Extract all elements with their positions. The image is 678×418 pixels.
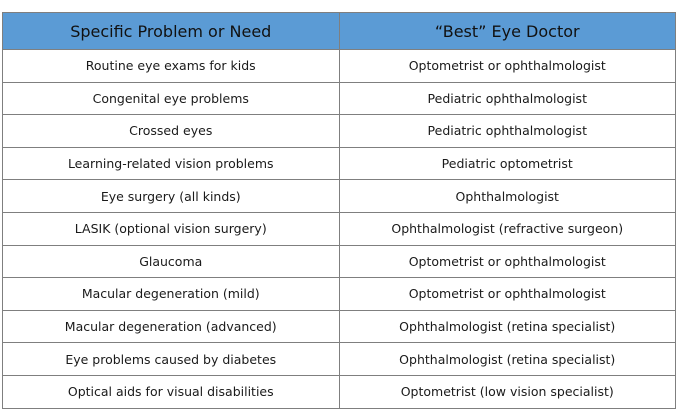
table-cell: Ophthalmologist (retina specialist): [338, 342, 676, 376]
table-row: Learning-related vision problems Pediatri…: [2, 146, 676, 181]
table-cell: Congenital eye problems: [2, 81, 340, 116]
table-cell: Eye surgery (all kinds): [2, 179, 340, 213]
table-cell: Glaucoma: [2, 244, 340, 279]
table-cell: Eye problems caused by diabetes: [2, 342, 340, 376]
table-row: LASIK (optional vision surgery) Ophthalmo…: [2, 211, 676, 246]
table-row: Eye problems caused by diabetes Ophthalmo…: [2, 342, 676, 376]
table-row: Macular degeneration (mild) Optometrist o…: [2, 277, 676, 311]
table-cell: Routine eye exams for kids: [2, 49, 340, 83]
doctor-table: Specific Problem or Need “Best” Eye Docto…: [2, 12, 676, 409]
table-cell: Pediatric ophthalmologist: [338, 81, 676, 116]
table-body: Routine eye exams for kids Optometrist or…: [2, 49, 676, 409]
table-cell: Ophthalmologist (refractive surgeon): [338, 211, 676, 246]
table-cell: Optometrist (low vision specialist): [338, 374, 676, 409]
table-row: Glaucoma Optometrist or ophthalmologist: [2, 244, 676, 279]
table-cell: Crossed eyes: [2, 114, 340, 148]
table-cell: Pediatric optometrist: [338, 146, 676, 181]
table-cell: Learning-related vision problems: [2, 146, 340, 181]
table-cell: LASIK (optional vision surgery): [2, 211, 340, 246]
table-cell: Optometrist or ophthalmologist: [338, 49, 676, 83]
table-cell: Macular degeneration (advanced): [2, 309, 340, 344]
table-cell: Macular degeneration (mild): [2, 277, 340, 311]
header-row: Specific Problem or Need “Best” Eye Docto…: [2, 12, 676, 50]
table-cell: Ophthalmologist: [338, 179, 676, 213]
table-cell: Optometrist or ophthalmologist: [338, 244, 676, 279]
table-cell: Optical aids for visual disabilities: [2, 374, 340, 409]
table-row: Routine eye exams for kids Optometrist or…: [2, 49, 676, 83]
table-row: Eye surgery (all kinds) Ophthalmologist: [2, 179, 676, 213]
table-row: Optical aids for visual disabilities Opto…: [2, 374, 676, 409]
table-row: Congenital eye problems Pediatric ophthal…: [2, 81, 676, 116]
table-cell: Pediatric ophthalmologist: [338, 114, 676, 148]
header-cell: Specific Problem or Need: [2, 12, 340, 50]
table-cell: Ophthalmologist (retina specialist): [338, 309, 676, 344]
table-cell: Optometrist or ophthalmologist: [338, 277, 676, 311]
table-row: Crossed eyes Pediatric ophthalmologist: [2, 114, 676, 148]
header-cell: “Best” Eye Doctor: [338, 12, 676, 50]
table-row: Macular degeneration (advanced) Ophthalmo…: [2, 309, 676, 344]
